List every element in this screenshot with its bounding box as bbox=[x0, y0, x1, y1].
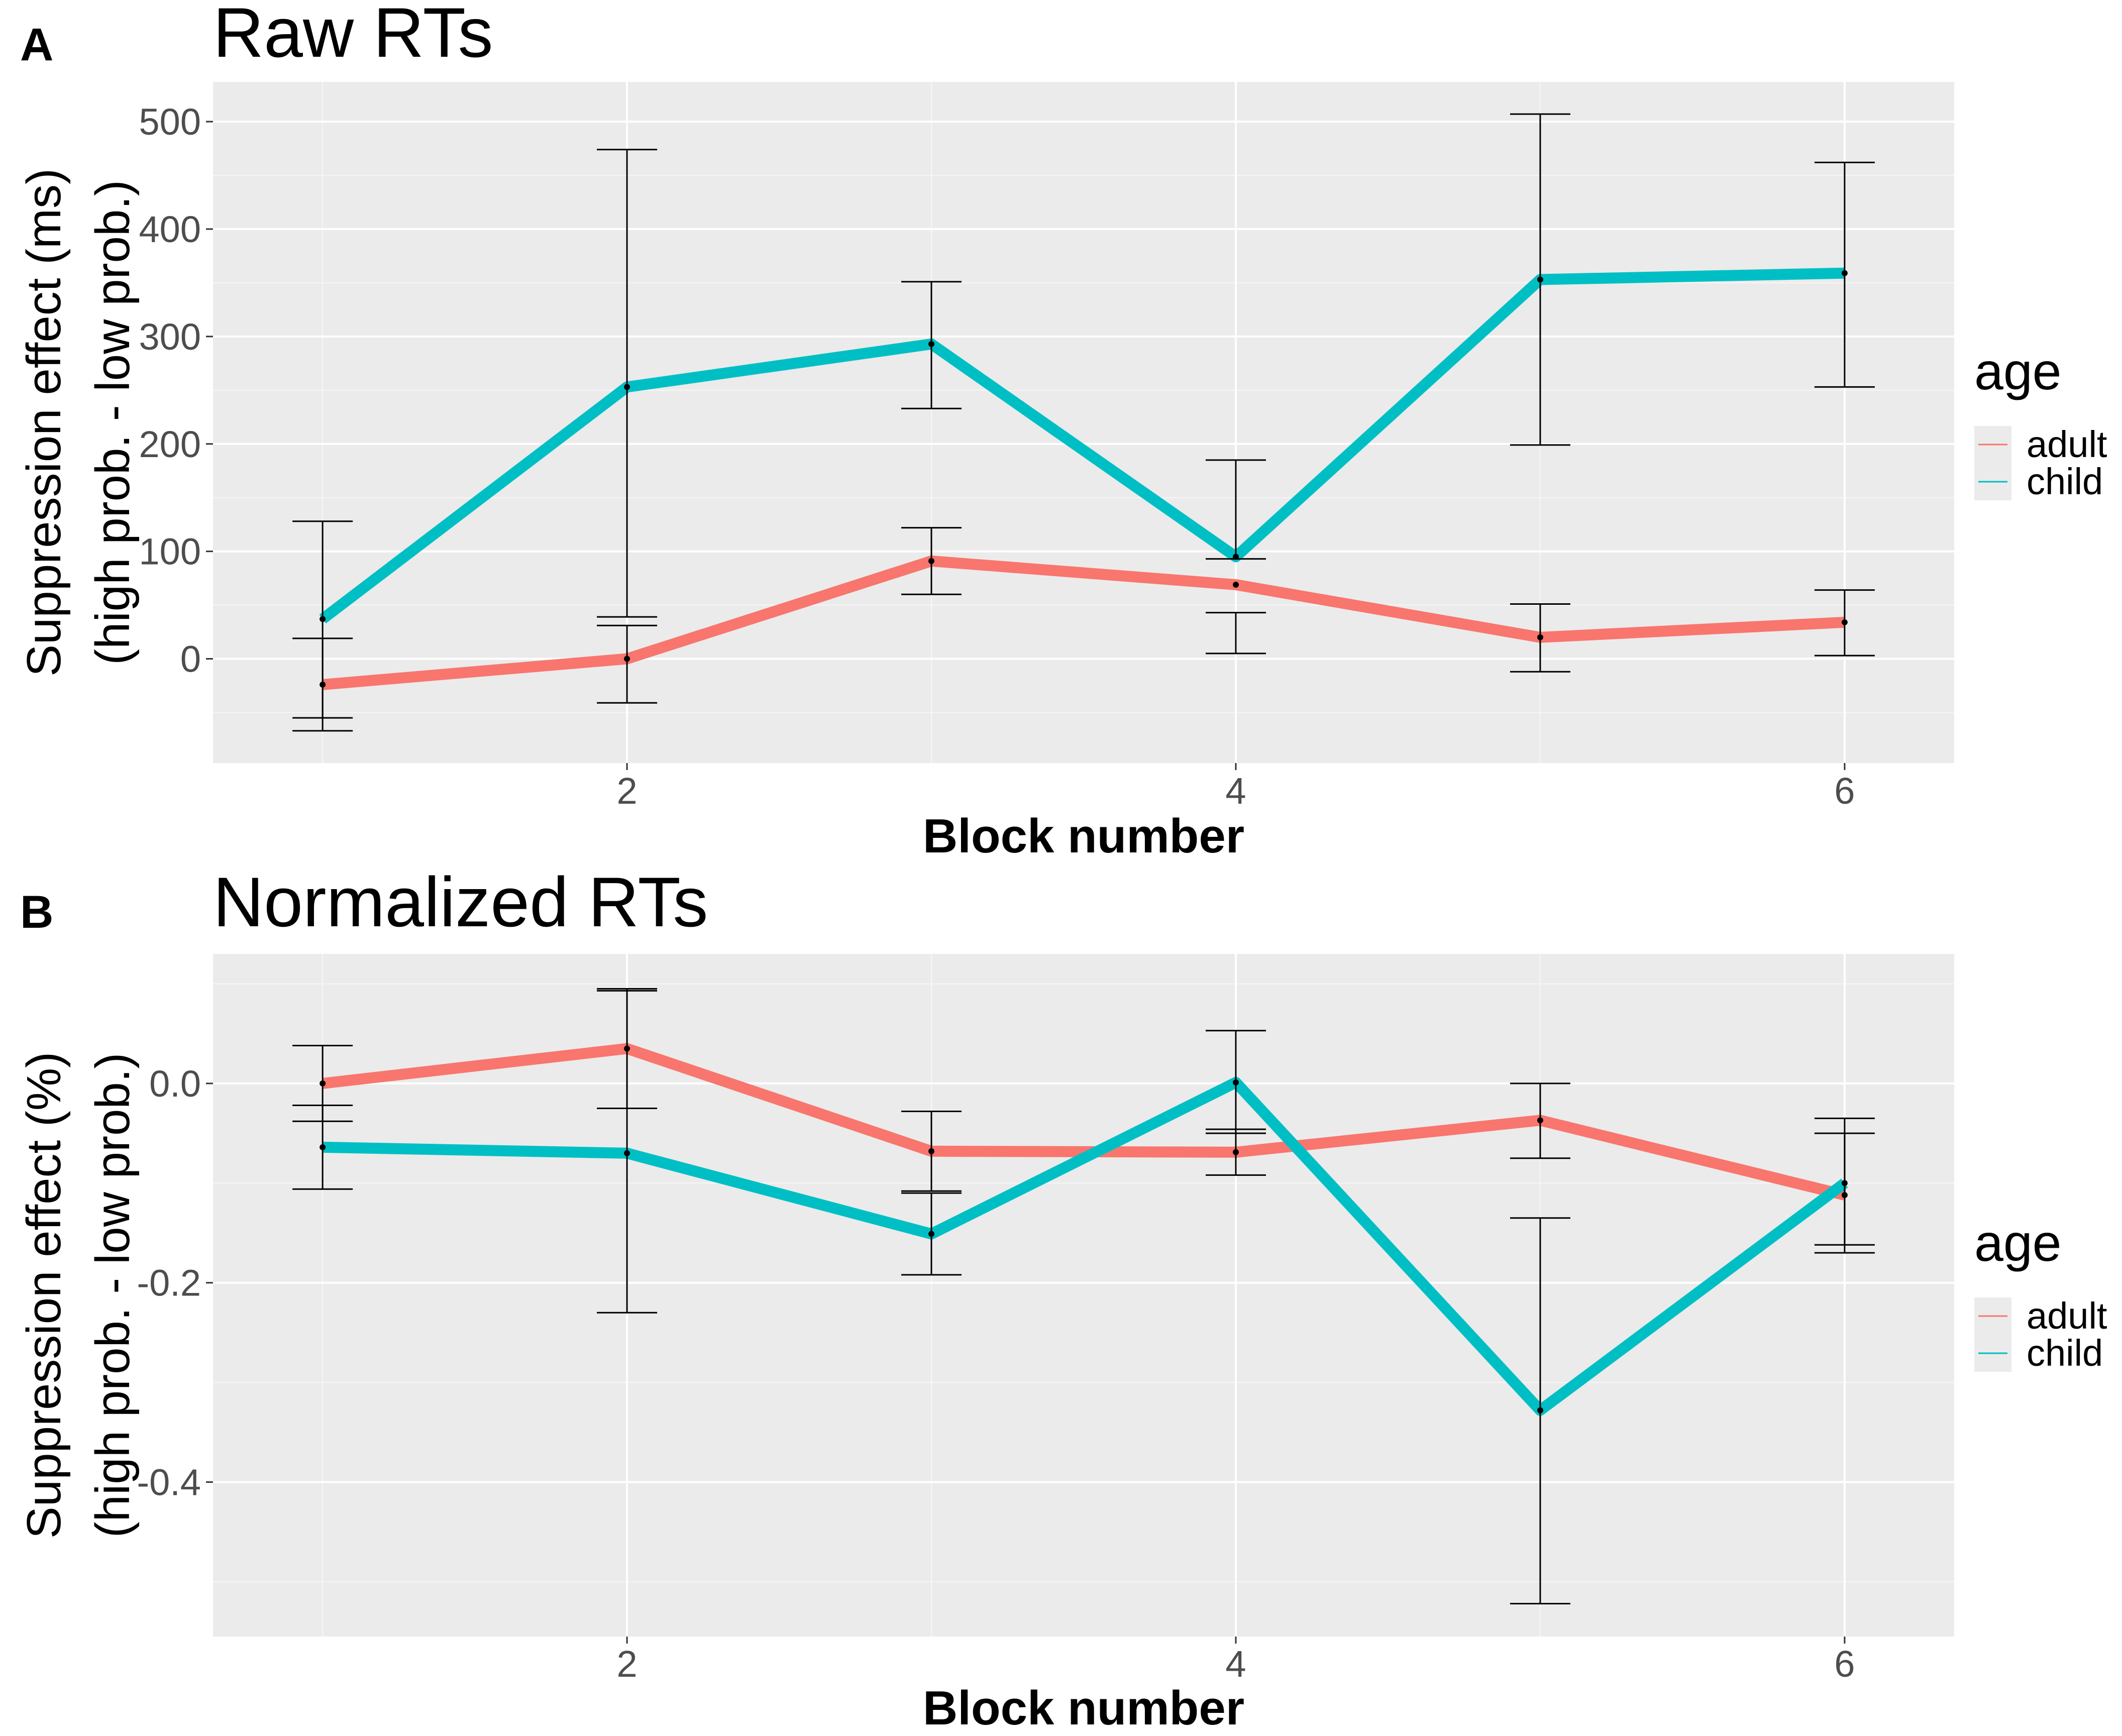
chart-title: Normalized RTs bbox=[213, 862, 708, 941]
y-axis-title-line1: Suppression effect (%) bbox=[17, 1052, 71, 1539]
chart-title: Raw RTs bbox=[213, 0, 493, 72]
legend-label-child: child bbox=[2027, 1332, 2103, 1374]
data-point-child bbox=[928, 341, 935, 347]
data-point-adult bbox=[1537, 1117, 1543, 1124]
y-tick-label: 200 bbox=[139, 423, 201, 465]
x-tick-label: 6 bbox=[1834, 770, 1855, 812]
data-point-adult bbox=[1841, 619, 1848, 625]
data-point-adult bbox=[928, 558, 935, 564]
series-line-adult bbox=[322, 1043, 1846, 1201]
legend-label-adult: adult bbox=[2027, 423, 2107, 465]
chart-panel-b: B Normalized RTs 0.0 -0.2 -0.4 2 4 6 Block numbe… bbox=[17, 862, 2107, 1735]
y-axis-title-line1: Suppression effect (ms) bbox=[17, 168, 71, 677]
panel-letter: A bbox=[20, 19, 53, 70]
data-point-child bbox=[928, 1231, 935, 1237]
data-point-adult bbox=[928, 1148, 935, 1154]
y-tick-label: -0.2 bbox=[137, 1262, 201, 1304]
data-point-adult bbox=[1232, 1149, 1239, 1155]
error-bar-adult bbox=[1205, 612, 1266, 655]
y-tick-label: 300 bbox=[139, 316, 201, 358]
legend-label-child: child bbox=[2027, 461, 2103, 502]
data-point-child bbox=[320, 1144, 326, 1150]
data-point-child bbox=[1841, 270, 1848, 276]
x-tick-label: 2 bbox=[617, 770, 638, 812]
series-line-child bbox=[322, 1076, 1848, 1416]
y-tick-label: 0.0 bbox=[149, 1063, 201, 1105]
error-bar-adult bbox=[597, 624, 658, 704]
error-bar-child bbox=[597, 149, 658, 618]
data-point-child bbox=[1537, 276, 1543, 283]
data-point-child bbox=[1232, 1079, 1239, 1086]
x-axis-title: Block number bbox=[923, 809, 1244, 863]
plot-background bbox=[213, 82, 1954, 763]
x-tick-label: 6 bbox=[1834, 1643, 1855, 1685]
y-axis-title-line2: (high prob. - low prob.) bbox=[86, 1053, 140, 1538]
legend-title: age bbox=[1974, 1214, 2062, 1272]
y-tick-label: 500 bbox=[139, 101, 201, 143]
data-point-child bbox=[1537, 1407, 1543, 1414]
y-axis-title-line2: (high prob. - low prob.) bbox=[86, 180, 140, 665]
series-line-child bbox=[319, 267, 1845, 624]
y-tick-label: 100 bbox=[139, 531, 201, 573]
data-point-adult bbox=[1232, 581, 1239, 588]
data-point-child bbox=[320, 616, 326, 622]
series-line-adult bbox=[322, 555, 1845, 690]
data-point-child bbox=[624, 1150, 630, 1156]
data-point-adult bbox=[320, 1080, 326, 1087]
legend-title: age bbox=[1974, 343, 2062, 401]
legend-label-adult: adult bbox=[2027, 1295, 2107, 1337]
data-point-child bbox=[1232, 554, 1239, 560]
x-tick-label: 4 bbox=[1225, 770, 1246, 812]
x-tick-label: 2 bbox=[617, 1643, 638, 1685]
y-tick-label: 0 bbox=[180, 638, 201, 680]
x-tick-label: 4 bbox=[1225, 1643, 1246, 1685]
data-point-adult bbox=[624, 656, 630, 662]
data-point-child bbox=[624, 384, 630, 390]
data-point-child bbox=[1841, 1180, 1848, 1186]
y-tick-label: -0.4 bbox=[137, 1461, 201, 1503]
y-tick-label: 400 bbox=[139, 208, 201, 250]
data-point-adult bbox=[1537, 634, 1543, 640]
panel-letter: B bbox=[20, 887, 53, 938]
x-axis-title: Block number bbox=[923, 1681, 1244, 1735]
chart-panel-a: A Raw RTs 0 100 200 300 400 500 2 4 6 Block number S… bbox=[17, 0, 2107, 863]
